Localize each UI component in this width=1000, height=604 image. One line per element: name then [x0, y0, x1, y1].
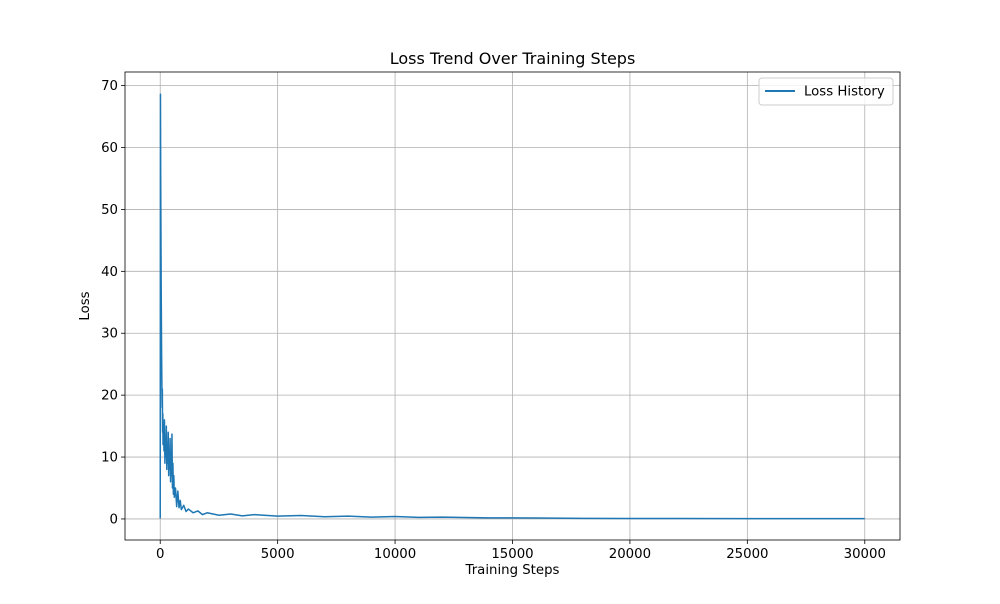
y-tick-label: 50: [101, 203, 118, 218]
series-line-loss-history: [159, 93, 865, 520]
legend: Loss History: [758, 77, 894, 106]
tick-layer: 0 5000 10000 15000 20000 25000 30000 0 10 20 30 40 5…: [101, 79, 886, 562]
x-tick-label: 0: [156, 547, 164, 562]
y-tick-label: 60: [101, 141, 118, 156]
y-tick-label: 10: [101, 451, 118, 466]
x-tick-label: 30000: [844, 547, 886, 562]
x-axis-label: Training Steps: [465, 563, 560, 578]
y-tick-label: 70: [101, 79, 118, 94]
y-tick-label: 0: [110, 512, 118, 527]
chart-title: Loss Trend Over Training Steps: [390, 49, 636, 68]
series-layer: [159, 93, 865, 520]
legend-box: [758, 77, 894, 106]
x-tick-label: 25000: [726, 547, 768, 562]
x-tick-label: 15000: [491, 547, 533, 562]
legend-label-loss-history: Loss History: [804, 85, 885, 100]
y-tick-label: 40: [101, 265, 118, 280]
x-tick-label: 10000: [374, 547, 416, 562]
x-tick-label: 5000: [261, 547, 295, 562]
y-tick-label: 30: [101, 327, 118, 342]
x-tick-label: 20000: [609, 547, 651, 562]
y-axis-label: Loss: [78, 291, 93, 320]
grid-layer: [125, 72, 900, 540]
y-tick-label: 20: [101, 389, 118, 404]
